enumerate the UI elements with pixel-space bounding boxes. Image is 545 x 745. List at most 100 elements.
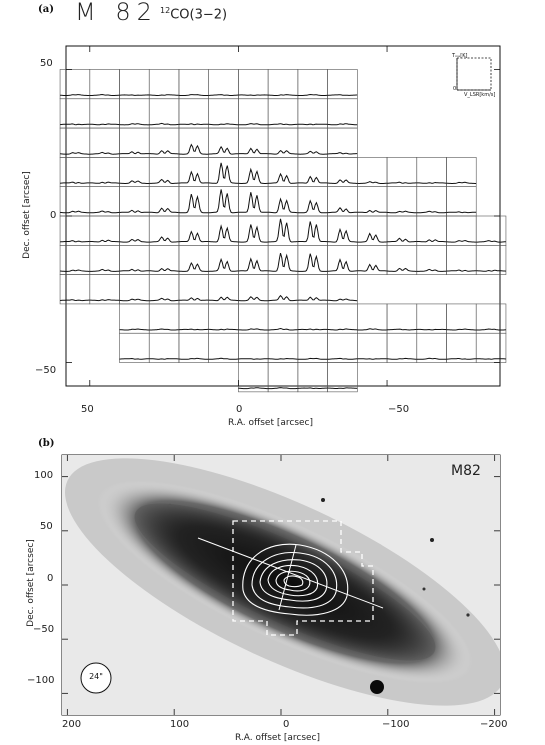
co-spectrum <box>89 181 120 184</box>
spectrum-cell <box>475 332 507 363</box>
co-spectrum <box>297 123 328 126</box>
co-spectrum <box>268 218 298 243</box>
co-spectrum <box>238 358 269 360</box>
spectrum-cell <box>327 245 358 275</box>
co-spectrum <box>208 257 239 272</box>
co-spectrum <box>119 298 150 302</box>
b-ytick-0: 0 <box>47 573 54 584</box>
co-spectrum <box>178 357 209 360</box>
co-spectrum <box>119 94 150 96</box>
co-spectrum <box>119 357 150 360</box>
spectrum-cell <box>267 69 299 100</box>
co-spectrum <box>149 207 180 214</box>
panel-a-tag: (a) <box>38 4 54 15</box>
spectrum-cell <box>178 98 209 129</box>
co-spectrum <box>178 193 209 214</box>
b-xtick-200: 200 <box>62 719 82 730</box>
co-spectrum <box>357 181 388 184</box>
co-spectrum <box>238 94 269 96</box>
spectrum-cell <box>208 69 239 100</box>
co-spectrum <box>416 210 447 214</box>
spectrum-cell <box>59 157 91 187</box>
co-spectrum <box>238 147 269 155</box>
co-spectrum <box>327 357 358 360</box>
spectrum-cell <box>178 332 209 363</box>
spectrum-cell <box>446 245 477 275</box>
spectrum-cell <box>267 186 299 217</box>
b-xlabel: R.A. offset [arcsec] <box>235 733 320 743</box>
panel-a-ticks <box>66 46 500 386</box>
co-spectrum <box>149 328 180 331</box>
b-xtick-minus100: −100 <box>382 719 410 730</box>
co-spectrum <box>149 358 180 360</box>
spectrum-cell <box>148 332 180 363</box>
co-spectrum <box>297 199 328 214</box>
co-spectrum <box>297 387 328 390</box>
spectrum-cell <box>297 98 328 129</box>
spectrum-cell <box>89 98 120 129</box>
co-spectrum <box>446 328 477 331</box>
co-spectrum <box>149 236 180 243</box>
co-spectrum <box>297 221 328 243</box>
spectrum-cell <box>357 215 388 246</box>
co-spectrum <box>178 170 209 184</box>
co-spectrum <box>327 258 358 272</box>
b-ytick-minus100: −100 <box>27 675 55 686</box>
co-spectrum <box>60 123 90 126</box>
co-spectrum <box>297 357 328 360</box>
co-spectrum <box>386 267 417 272</box>
co-spectrum <box>416 357 447 360</box>
co-spectrum <box>268 252 298 272</box>
co-spectrum <box>89 299 120 302</box>
spectrum-cell <box>327 332 358 363</box>
spectrum-cell <box>327 215 358 246</box>
co-spectrum <box>178 261 209 272</box>
co-spectrum <box>297 328 328 331</box>
isotope-superscript: 12 <box>160 6 171 15</box>
co-spectrum <box>416 268 447 272</box>
co-spectrum <box>149 94 180 96</box>
spectrum-cell <box>386 303 418 334</box>
co-spectrum <box>238 224 269 243</box>
co-spectrum <box>208 296 239 302</box>
co-spectrum <box>268 123 298 126</box>
spectrum-cell <box>238 362 269 393</box>
co-spectrum <box>327 94 358 96</box>
co-spectrum <box>178 94 209 96</box>
co-spectrum <box>476 269 506 272</box>
co-spectrum <box>268 387 298 390</box>
a-xtick-0: 0 <box>236 404 243 415</box>
co-spectrum <box>149 150 180 155</box>
co-spectrum <box>268 94 298 96</box>
a-ytick-minus50: −50 <box>35 365 57 376</box>
b-ylabel: Dec. offset [arcsec] <box>26 539 36 627</box>
panel-a-source-title: M 82 <box>75 0 158 26</box>
co-spectrum <box>208 189 239 214</box>
spectrum-cell <box>89 215 120 246</box>
spectrum-cell <box>208 303 239 334</box>
co-spectrum <box>178 123 209 126</box>
spectrum-cell <box>297 303 328 334</box>
co-spectrum <box>386 210 417 214</box>
co-spectrum <box>149 297 180 302</box>
co-spectrum <box>208 94 239 96</box>
b-ytick-minus50: −50 <box>33 624 55 635</box>
b-xtick-100: 100 <box>170 719 190 730</box>
spectrum-cell <box>148 215 180 246</box>
spectrum-cell <box>119 303 150 334</box>
co-spectrum <box>327 152 358 155</box>
beam-circle <box>80 662 112 694</box>
b-ytick-100: 100 <box>34 470 54 481</box>
spectrum-cell <box>357 245 388 275</box>
co-spectrum <box>178 143 209 155</box>
spectrum-cell <box>267 157 299 187</box>
co-spectrum <box>208 328 239 331</box>
co-spectrum <box>119 180 150 184</box>
spectrum-cell <box>327 127 358 158</box>
spectrum-cell <box>208 98 239 129</box>
intensity-scale-inset <box>456 57 492 91</box>
spectrum-cell <box>446 332 477 363</box>
co-contours <box>242 543 349 616</box>
co-spectrum <box>327 227 358 243</box>
